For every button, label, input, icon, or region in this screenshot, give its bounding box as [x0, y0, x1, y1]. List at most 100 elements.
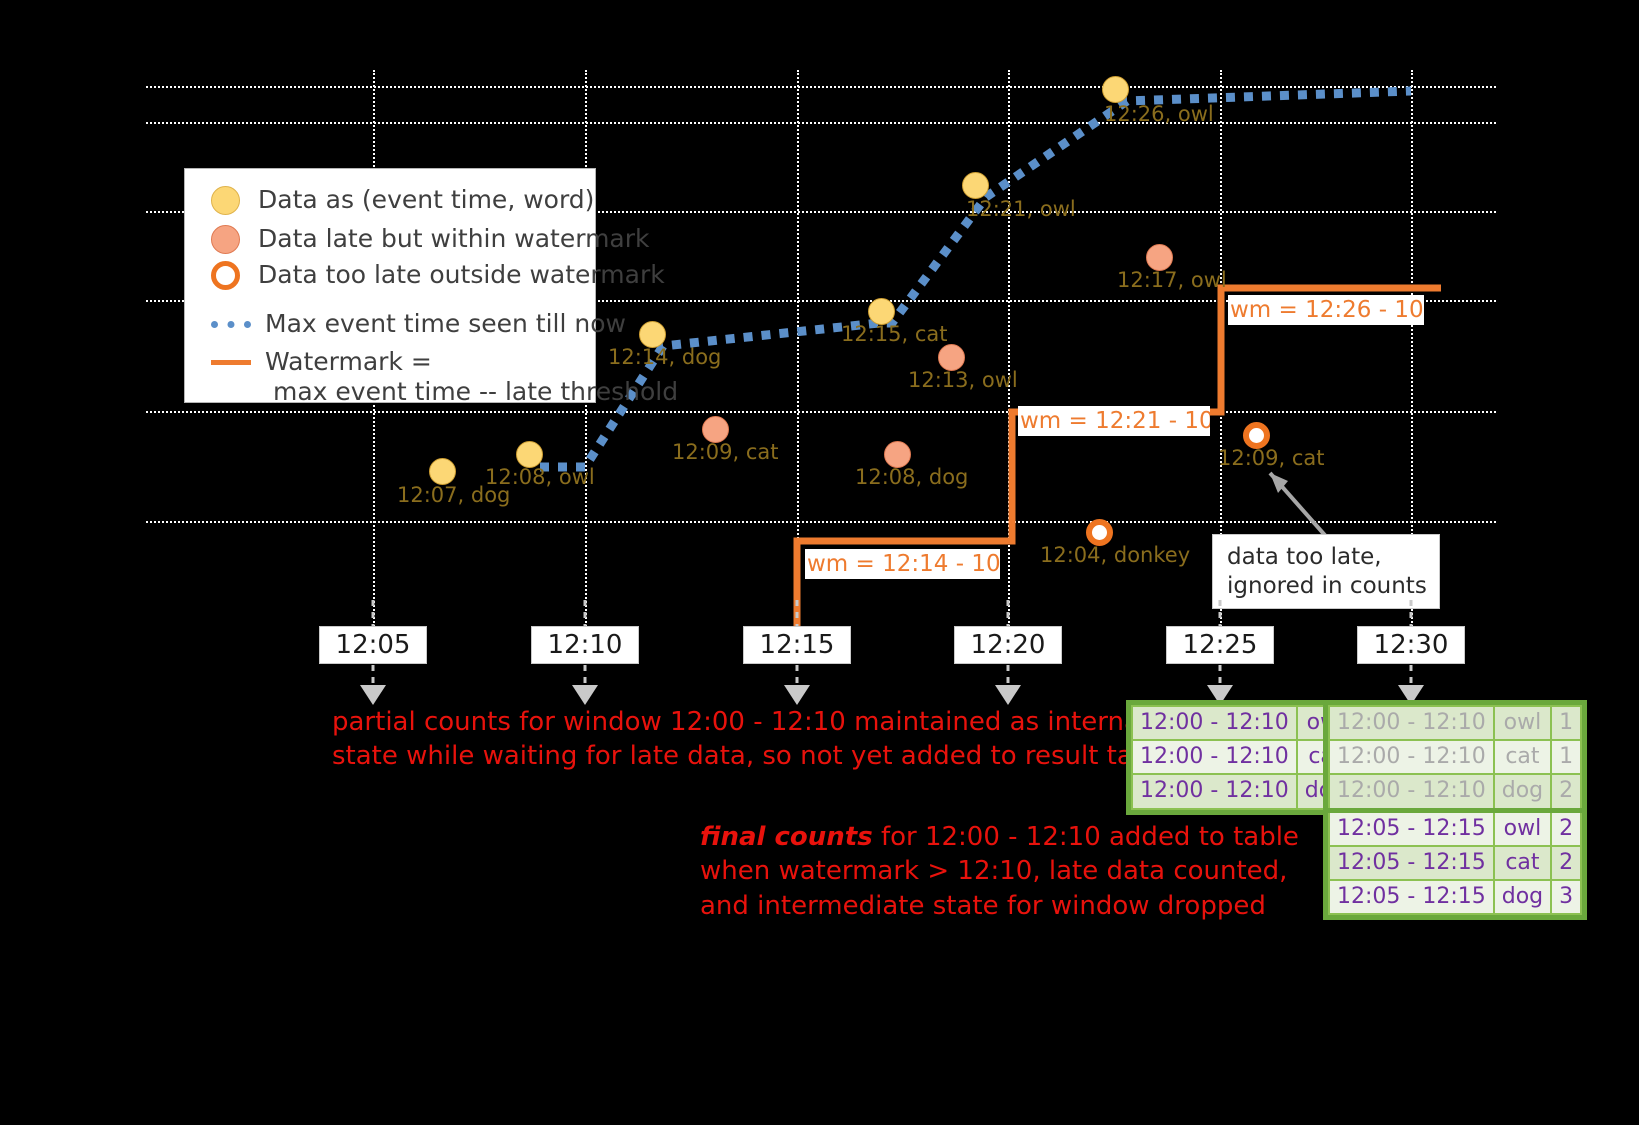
data-point-label: 12:04, donkey — [1040, 543, 1191, 567]
table-cell-count: 1 — [1550, 704, 1583, 742]
table-cell-count: 2 — [1550, 773, 1583, 812]
data-point-label: 12:17, owl — [1117, 268, 1227, 292]
yellow-filled-circle-icon — [211, 185, 240, 215]
table-cell-window: 12:05 - 12:15 — [1328, 844, 1495, 881]
table-cell-word: owl — [1492, 704, 1553, 742]
table-cell-window: 12:00 - 12:10 — [1131, 739, 1298, 776]
data-point-label: 12:09, cat — [672, 440, 779, 464]
callout-box: data too late, ignored in counts — [1212, 534, 1440, 609]
note-final-line-1-rest: for 12:00 - 12:10 added to table — [872, 822, 1299, 852]
data-point-label: 12:09, cat — [1218, 446, 1325, 470]
legend-label: Max event time seen till now — [265, 308, 626, 338]
data-point-on-time[interactable] — [639, 321, 666, 348]
gridline-horizontal — [146, 86, 1496, 88]
table-cell-word: cat — [1492, 844, 1553, 881]
table-cell-word: cat — [1492, 739, 1553, 776]
legend-label: Watermark = — [265, 346, 432, 376]
legend-label: max event time -- late threshold — [273, 376, 679, 406]
table-cell-word: dog — [1492, 878, 1553, 916]
result-table-1230-grid: 12:00 - 12:10 owl 1 12:00 - 12:10 cat 1 12:00 … — [1328, 704, 1583, 916]
data-point-label: 12:07, dog — [397, 483, 511, 507]
legend-label: Data as (event time, word) — [258, 184, 595, 214]
gridline-vertical — [797, 70, 799, 630]
orange-solid-line-icon — [211, 359, 251, 365]
table-row: 12:05 - 12:15 cat 2 — [1328, 844, 1583, 881]
axis-tick-1205: 12:05 — [319, 626, 427, 664]
data-point-too-late[interactable] — [1243, 422, 1270, 449]
legend-label: Data too late outside watermark — [258, 259, 665, 289]
axis-tick-1215: 12:15 — [743, 626, 851, 664]
table-cell-window: 12:00 - 12:10 — [1131, 704, 1298, 742]
table-cell-window: 12:00 - 12:10 — [1328, 773, 1495, 812]
table-cell-window: 12:00 - 12:10 — [1328, 739, 1495, 776]
gridline-horizontal — [146, 122, 1496, 124]
table-cell-count: 2 — [1550, 807, 1583, 847]
callout-line-1: data too late, — [1227, 544, 1382, 571]
table-cell-count: 1 — [1550, 739, 1583, 776]
note-final-emph: final counts — [700, 822, 873, 852]
table-cell-count: 2 — [1550, 844, 1583, 881]
table-row: 12:05 - 12:15 owl 2 — [1328, 807, 1583, 847]
data-point-label: 12:21, owl — [966, 197, 1076, 221]
data-point-late-within-watermark[interactable] — [884, 441, 911, 468]
legend-item-too-late: Data too late outside watermark — [211, 258, 665, 292]
data-point-on-time[interactable] — [962, 172, 989, 199]
legend: Data as (event time, word) Data late but… — [184, 168, 678, 405]
table-cell-word: dog — [1492, 773, 1553, 812]
data-point-late-within-watermark[interactable] — [938, 344, 965, 371]
note-partial-line-1: partial counts for window 12:00 - 12:10 … — [332, 707, 1148, 737]
note-final-line-3: and intermediate state for window droppe… — [700, 890, 1266, 921]
data-point-label: 12:14, dog — [608, 345, 722, 369]
table-cell-window: 12:00 - 12:10 — [1328, 704, 1495, 742]
legend-item-on-time: Data as (event time, word) — [211, 183, 594, 217]
legend-item-watermark: Watermark = — [211, 345, 432, 379]
watermark-label-1211: wm = 12:21 - 10m =12:11 — [1018, 406, 1210, 436]
orange-hollow-circle-icon — [211, 260, 240, 290]
table-cell-word: owl — [1492, 807, 1553, 847]
legend-label: Data late but within watermark — [258, 223, 650, 253]
result-table-1230: 12:00 - 12:10 owl 1 12:00 - 12:10 cat 1 12:00 … — [1323, 700, 1588, 921]
data-point-late-within-watermark[interactable] — [1146, 244, 1173, 271]
axis-tick-1220: 12:20 — [954, 626, 1062, 664]
axis-tick-1225: 12:25 — [1166, 626, 1274, 664]
callout-line-2: ignored in counts — [1227, 572, 1427, 599]
note-partial-line-2: state while waiting for late data, so no… — [332, 741, 1173, 772]
data-point-on-time[interactable] — [868, 298, 895, 325]
blue-dotted-line-icon — [211, 320, 251, 328]
gridline-horizontal — [146, 411, 1496, 413]
note-final-line-2: when watermark > 12:10, late data counte… — [700, 856, 1288, 887]
legend-item-late-within: Data late but within watermark — [211, 222, 650, 256]
table-cell-window: 12:00 - 12:10 — [1131, 773, 1298, 810]
table-cell-window: 12:05 - 12:15 — [1328, 807, 1495, 847]
legend-item-max-event-time: Max event time seen till now — [211, 307, 626, 341]
table-cell-window: 12:05 - 12:15 — [1328, 878, 1495, 916]
axis-connectors — [360, 600, 1424, 705]
table-row: 12:05 - 12:15 dog 3 — [1328, 878, 1583, 916]
note-final-line-1: final counts for 12:00 - 12:10 added to … — [700, 820, 1299, 854]
data-point-on-time[interactable] — [429, 458, 456, 485]
data-point-too-late[interactable] — [1086, 519, 1113, 546]
data-point-label: 12:13, owl — [908, 368, 1018, 392]
data-point-label: 12:15, cat — [841, 322, 948, 346]
data-point-label: 12:26, owl — [1104, 102, 1214, 126]
note-final-counts: final counts for 12:00 - 12:10 added to … — [700, 820, 1299, 923]
note-partial-counts: partial counts for window 12:00 - 12:10 … — [332, 705, 1173, 774]
data-point-label: 12:08, owl — [485, 465, 595, 489]
gridline-vertical — [1008, 70, 1010, 630]
data-point-label: 12:08, dog — [855, 465, 969, 489]
data-point-late-within-watermark[interactable] — [702, 416, 729, 443]
data-point-on-time[interactable] — [1102, 76, 1129, 103]
salmon-filled-circle-icon — [211, 224, 240, 254]
table-cell-count: 3 — [1550, 878, 1583, 916]
watermark-label-1216: wm = 12:26 - 10m =12:16 — [1228, 295, 1424, 325]
legend-item-watermark-cont: max event time -- late threshold — [273, 375, 678, 409]
data-point-on-time[interactable] — [516, 441, 543, 468]
axis-tick-1230: 12:30 — [1357, 626, 1465, 664]
axis-tick-1210: 12:10 — [531, 626, 639, 664]
watermark-label-1204: wm = 12:14 - 10m =12:04 — [805, 549, 1000, 579]
